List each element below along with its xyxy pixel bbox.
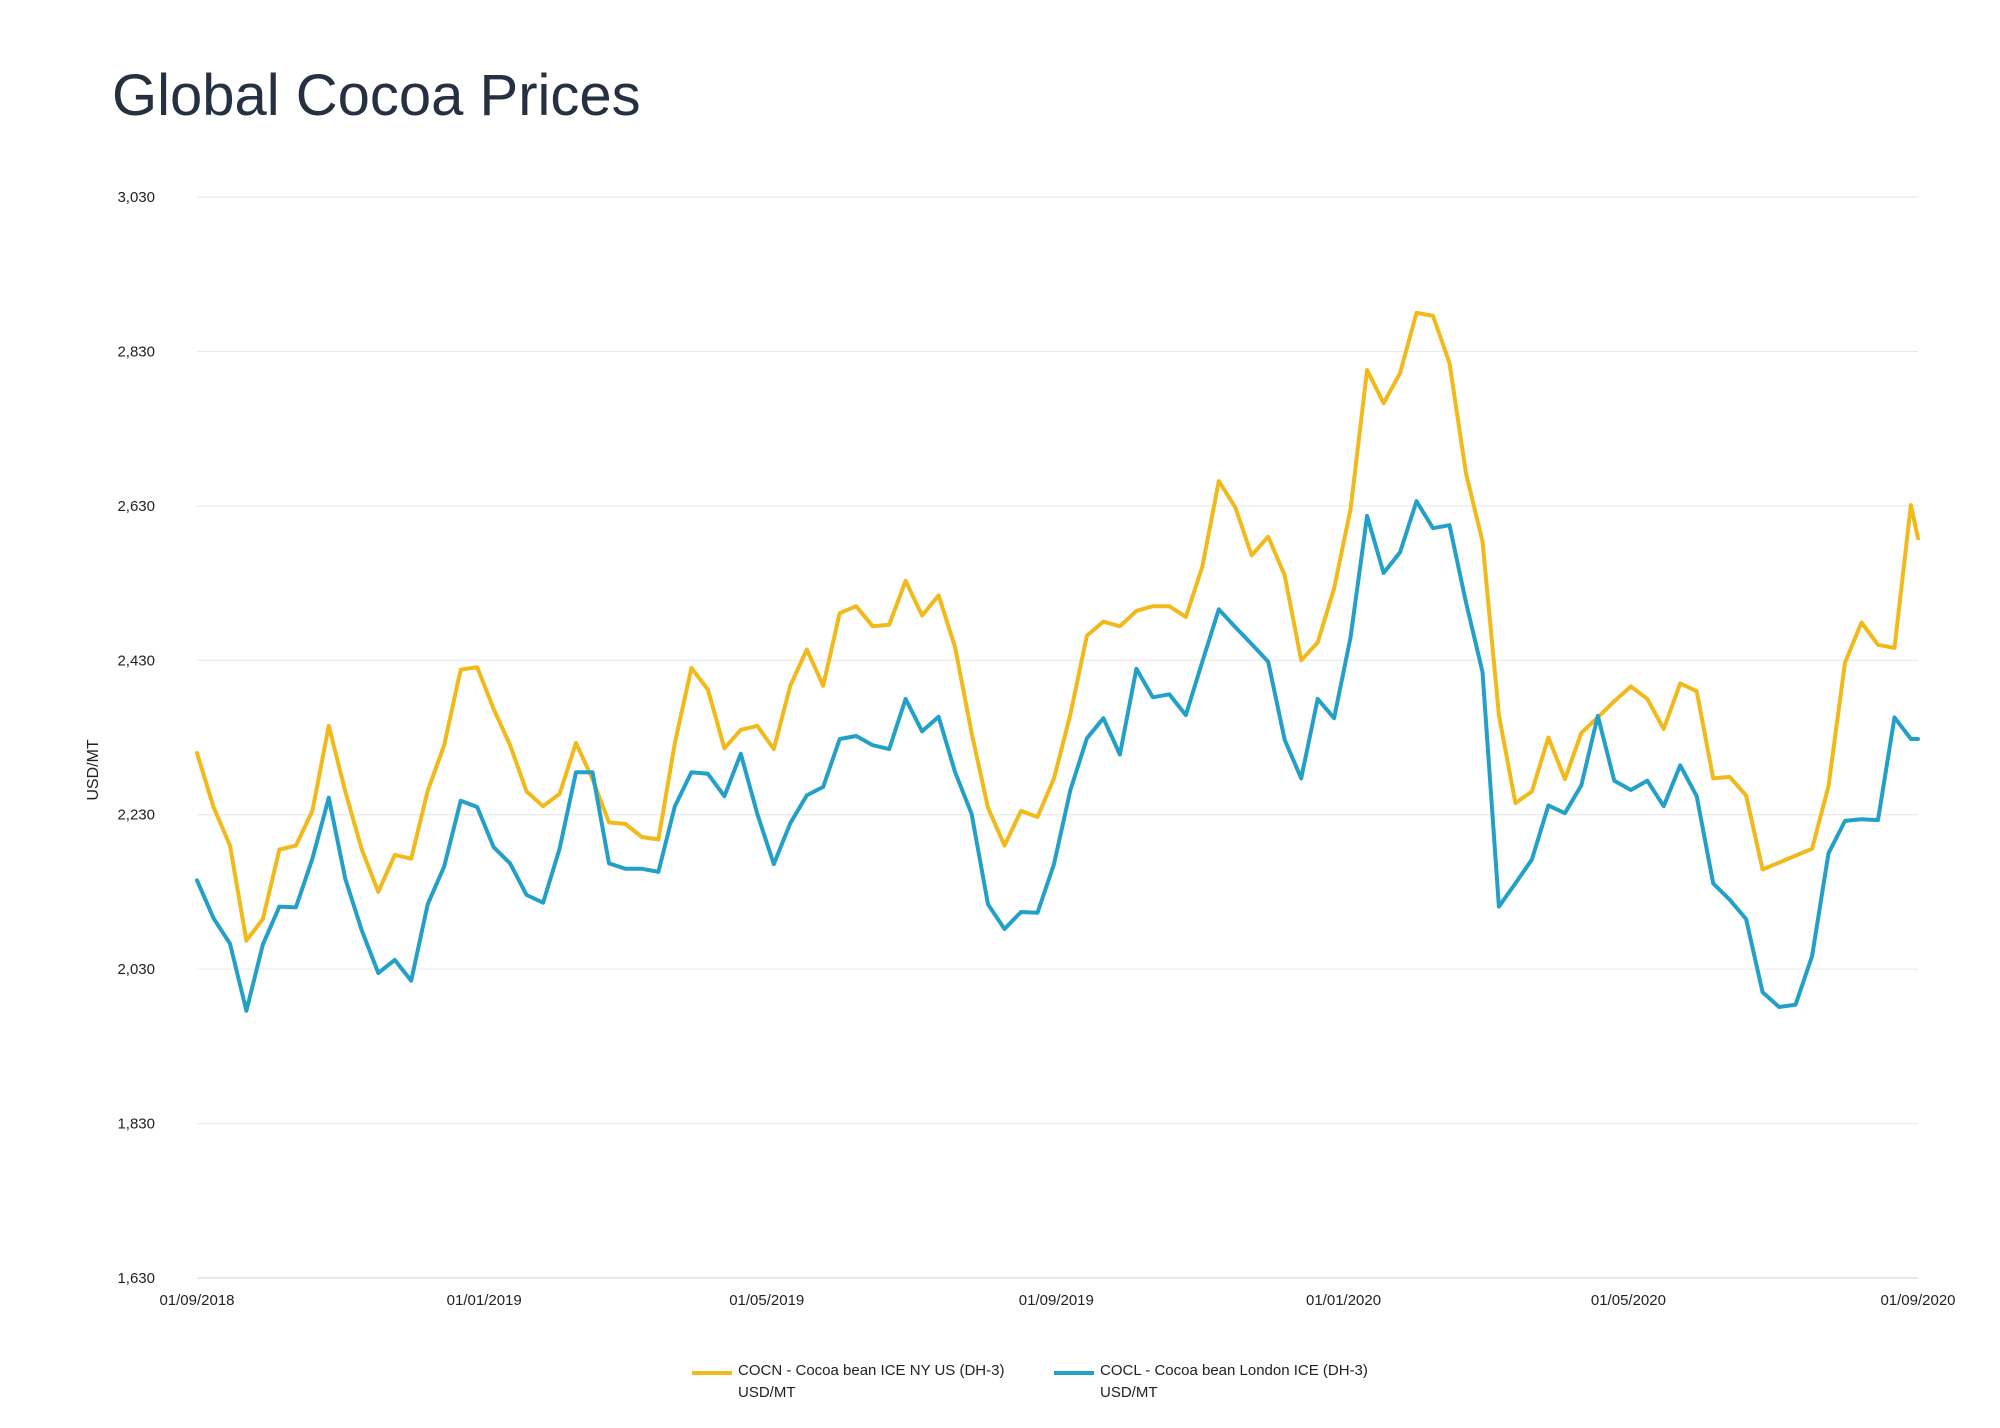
series-line-cocl xyxy=(195,499,1920,1013)
y-axis-ticks: 1,630 1,830 2,030 2,230 2,430 2,630 2,830 3,030 xyxy=(117,189,155,1287)
x-tick-label: 01/01/2019 xyxy=(447,1292,522,1309)
y-tick-label: 2,630 xyxy=(117,498,155,515)
chart-title: Global Cocoa Prices xyxy=(112,63,641,128)
x-tick-label: 01/09/2019 xyxy=(1019,1292,1094,1309)
y-tick-label: 2,230 xyxy=(117,807,155,824)
y-tick-label: 1,830 xyxy=(117,1116,155,1133)
x-tick-label: 01/05/2019 xyxy=(729,1292,804,1309)
x-tick-label: 01/01/2020 xyxy=(1306,1292,1381,1309)
y-tick-label: 2,830 xyxy=(117,343,155,360)
legend-unit-cocn: USD/MT xyxy=(738,1384,796,1401)
grid-lines xyxy=(197,196,1918,1279)
x-axis-ticks: 01/09/2018 01/01/2019 01/05/2019 01/09/2019… xyxy=(159,1292,1955,1309)
legend-swatch-cocn xyxy=(692,1371,732,1375)
series-lines xyxy=(195,310,1920,1013)
legend-unit-cocl: USD/MT xyxy=(1100,1384,1158,1401)
y-axis-label: USD/MT xyxy=(85,739,102,801)
y-tick-label: 2,030 xyxy=(117,961,155,978)
y-tick-label: 2,430 xyxy=(117,652,155,669)
legend-label-cocn: COCN - Cocoa bean ICE NY US (DH-3) xyxy=(738,1362,1005,1379)
x-tick-label: 01/05/2020 xyxy=(1591,1292,1666,1309)
y-tick-label: 1,630 xyxy=(117,1270,155,1287)
series-line-cocn xyxy=(195,310,1920,943)
x-tick-label: 01/09/2020 xyxy=(1880,1292,1955,1309)
y-tick-label: 3,030 xyxy=(117,189,155,206)
legend-label-cocl: COCL - Cocoa bean London ICE (DH-3) xyxy=(1100,1362,1368,1379)
legend-swatch-cocl xyxy=(1054,1371,1094,1375)
x-tick-label: 01/09/2018 xyxy=(159,1292,234,1309)
